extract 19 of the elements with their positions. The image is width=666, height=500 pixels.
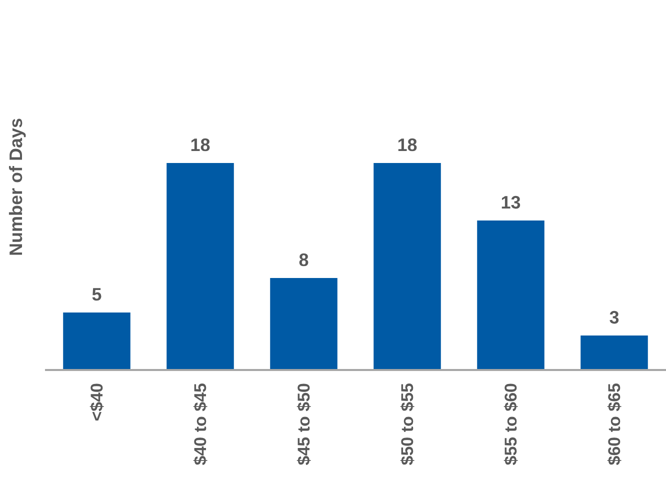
x-tick-label: $55 to $60 [502,383,521,466]
y-axis-title: Number of Days [6,118,26,256]
bar [374,163,441,370]
bar [270,278,338,370]
data-label: 13 [500,192,521,212]
bar [166,163,234,370]
data-label: 18 [190,135,210,155]
data-label: 5 [92,284,102,304]
x-tick-label: $40 to $45 [191,383,210,466]
x-tick-label: $45 to $50 [294,383,314,466]
x-tick-label: $60 to $65 [605,383,624,466]
data-label: 8 [298,250,309,270]
bar [477,220,544,370]
bar [63,312,130,370]
x-tick-label: $50 to $55 [398,383,418,466]
x-tick-label: <$40 [88,383,107,422]
bar [580,336,648,370]
data-label: 3 [609,308,620,328]
data-label: 18 [397,135,418,155]
